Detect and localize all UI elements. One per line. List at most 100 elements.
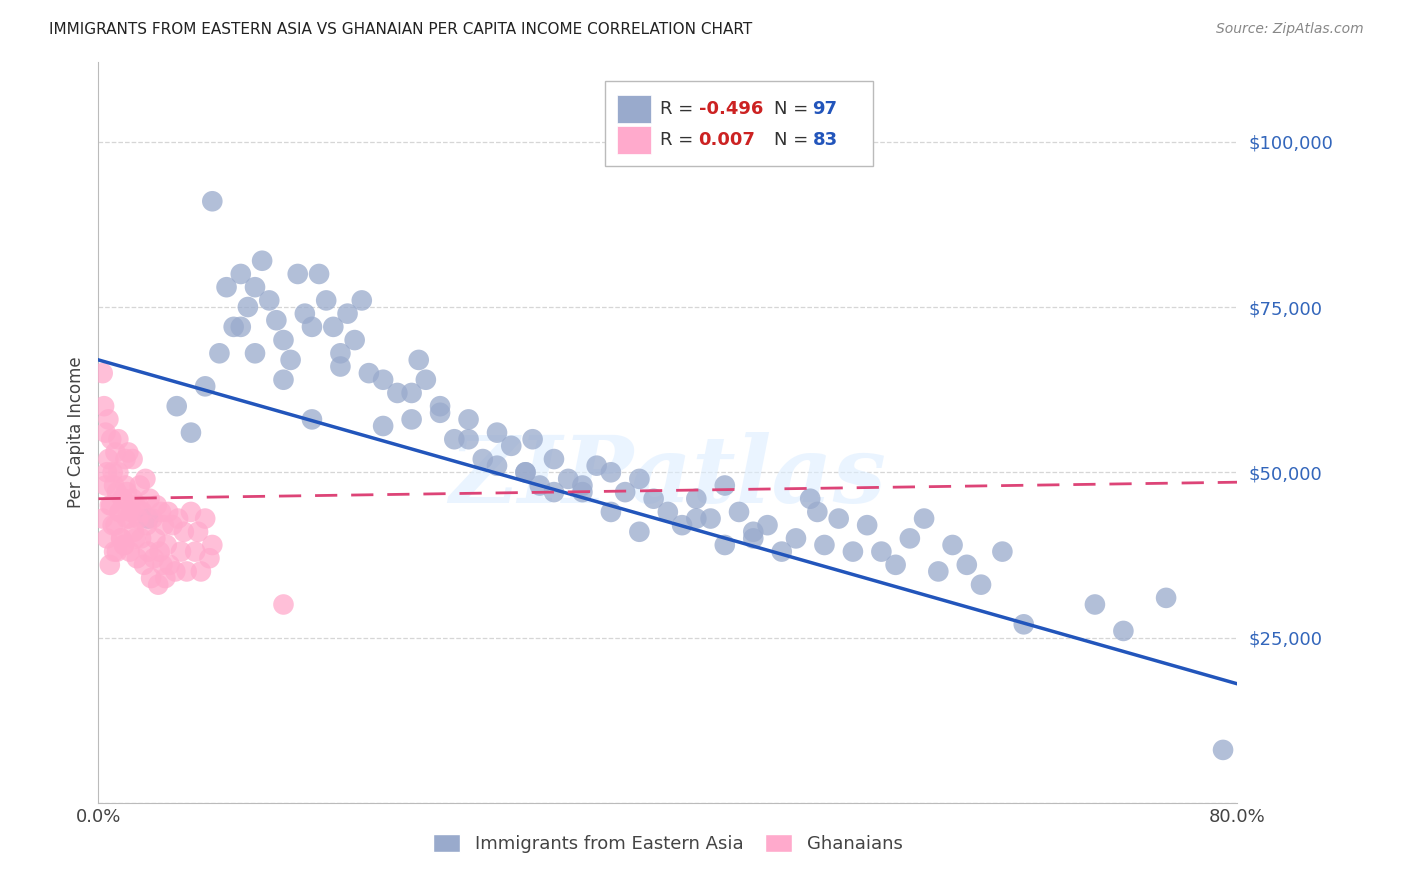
Text: 97: 97 [813,100,838,118]
Bar [605,81,873,166]
Point [515,465,537,479]
Point [108,505,131,519]
Point [543,485,565,500]
Point [842,544,865,558]
Text: R =: R = [659,131,693,149]
Point [301,412,323,426]
Text: R =: R = [659,100,693,118]
Point [157,505,180,519]
Point [121,452,143,467]
Point [273,598,295,612]
Point [357,366,380,380]
Point [125,551,148,566]
Point [870,544,893,558]
Point [243,280,266,294]
Text: Source: ZipAtlas.com: Source: ZipAtlas.com [1216,22,1364,37]
Point [266,313,288,327]
Point [136,511,159,525]
Point [120,505,142,519]
Point [912,511,935,525]
Point [308,267,330,281]
Point [98,499,121,513]
Point [138,491,160,506]
Point [329,359,352,374]
Bar [617,126,651,154]
Point [162,518,184,533]
Point [785,532,807,546]
Point [105,485,128,500]
Point [373,373,395,387]
Point [101,518,124,533]
Point [107,465,129,479]
Y-axis label: Per Capita Income: Per Capita Income [67,357,86,508]
Point [105,544,128,558]
Point [118,544,141,558]
Point [643,491,665,506]
Point [529,478,551,492]
Point [124,499,146,513]
Point [229,267,252,281]
Point [828,511,851,525]
Point [101,465,124,479]
Point [94,425,117,440]
Point [1084,598,1107,612]
Point [127,499,149,513]
Point [201,194,224,209]
Point [132,558,155,572]
Point [322,319,344,334]
Point [942,538,965,552]
Point [770,544,793,558]
Point [187,524,209,539]
Point [166,399,188,413]
Point [165,565,187,579]
Point [329,346,352,360]
Point [243,346,266,360]
Point [884,558,907,572]
Point [614,485,637,500]
Point [585,458,607,473]
Point [336,307,359,321]
Point [970,577,993,591]
Point [1212,743,1234,757]
Point [98,558,121,572]
Point [128,478,150,492]
Point [115,485,138,500]
Point [215,280,238,294]
Point [373,419,395,434]
Point [94,478,117,492]
Point [699,511,721,525]
Point [156,538,179,552]
Text: -0.496: -0.496 [699,100,763,118]
Point [103,544,125,558]
Point [742,524,765,539]
Point [112,538,135,552]
Point [806,505,828,519]
Point [153,518,176,533]
Point [273,333,295,347]
Point [315,293,337,308]
Point [991,544,1014,558]
Point [149,544,172,558]
Point [486,458,509,473]
Point [387,386,409,401]
Point [1112,624,1135,638]
Point [557,472,579,486]
Point [145,532,167,546]
Point [294,307,316,321]
Point [150,505,173,519]
Point [522,432,544,446]
Point [107,432,129,446]
Point [110,532,132,546]
Point [714,538,737,552]
Point [628,472,651,486]
Point [180,505,202,519]
Point [457,412,479,426]
Point [671,518,693,533]
Point [543,452,565,467]
Point [1154,591,1177,605]
Point [408,352,430,367]
Point [198,551,221,566]
Point [501,439,523,453]
Point [180,425,202,440]
Point [173,524,195,539]
